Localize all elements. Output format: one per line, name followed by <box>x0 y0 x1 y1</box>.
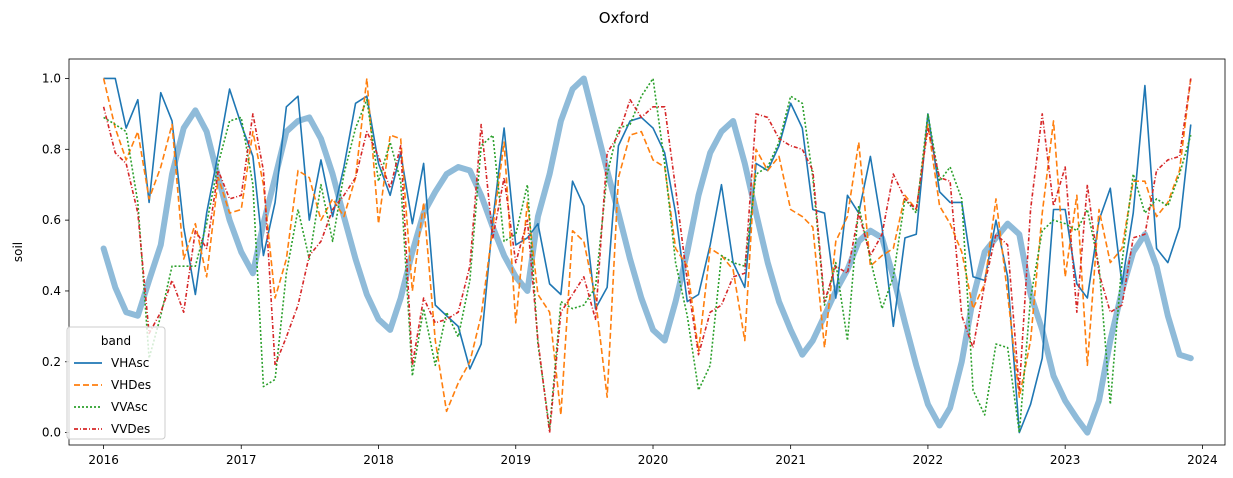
y-tick-label: 1.0 <box>42 71 61 85</box>
x-tick-label: 2019 <box>500 453 531 467</box>
y-axis-label: soil <box>11 242 25 262</box>
legend-title: band <box>101 334 131 348</box>
x-tick-label: 2022 <box>913 453 944 467</box>
plot-frame <box>68 58 1226 446</box>
series-line-vhasc <box>103 77 1192 434</box>
y-axis: 0.0 0.2 0.4 0.6 0.8 1.0 <box>42 71 69 440</box>
legend-label-vvasc: VVAsc <box>111 400 148 414</box>
x-tick-label: 2020 <box>638 453 669 467</box>
x-tick-label: 2021 <box>775 453 806 467</box>
y-tick-label: 0.2 <box>42 355 61 369</box>
legend-box <box>66 326 166 440</box>
x-tick-label: 2018 <box>363 453 394 467</box>
series-line-vvasc <box>103 77 1192 434</box>
plot-area <box>100 75 1194 436</box>
series-line-vhdes <box>102 77 1192 416</box>
series-line-vvdes <box>102 78 1192 434</box>
legend-label-vhdes: VHDes <box>111 378 151 392</box>
y-tick-label: 0.4 <box>42 284 61 298</box>
y-tick-label: 0.6 <box>42 213 61 227</box>
x-tick-label: 2016 <box>88 453 119 467</box>
y-tick-label: 0.8 <box>42 142 61 156</box>
x-axis: 2016 2017 2018 2019 2020 2021 2022 2023 2024 <box>88 445 1218 467</box>
legend-label-vvdes: VVDes <box>111 422 150 436</box>
legend: band VHAsc VHDes VVAsc VVDes <box>66 326 166 440</box>
y-tick-label: 0.0 <box>42 426 61 440</box>
smoothed-series-line <box>100 75 1194 436</box>
x-tick-label: 2024 <box>1187 453 1218 467</box>
x-tick-label: 2017 <box>226 453 257 467</box>
chart-title: Oxford <box>599 9 650 27</box>
legend-label-vhasc: VHAsc <box>111 356 149 370</box>
x-tick-label: 2023 <box>1050 453 1081 467</box>
